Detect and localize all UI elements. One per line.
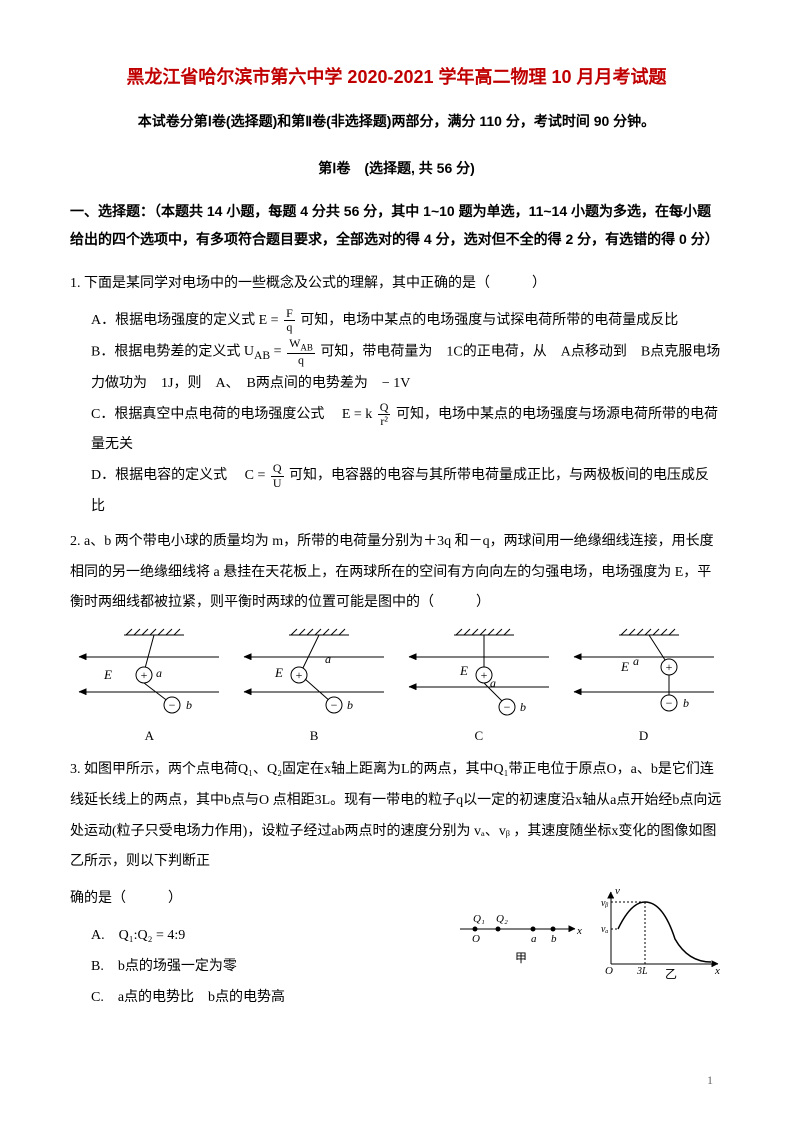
q2-stem: 2. a、b 两个带电小球的质量均为 m，所带的电荷量分别为＋3q 和－q，两球… [70, 527, 723, 619]
numerator: WAB [287, 337, 315, 354]
q3-right: Q₁ Q₂ O a b x 甲 vᵦ vₐ v O 3L [455, 884, 723, 984]
q2-svg-a: + − E a b [74, 627, 224, 722]
yi-label: 乙 [665, 967, 677, 981]
q2-svg-b: + − E a b [239, 627, 389, 722]
q1a-eq-lhs: E = [259, 313, 282, 328]
q1a-pre: A．根据电场强度的定义式 [91, 313, 259, 328]
q3-stem2: 确的是（ ） [70, 884, 445, 915]
q3-option-b: B. b点的场强一定为零 [70, 952, 445, 983]
x-label: x [714, 965, 720, 977]
page-number: 1 [707, 1069, 713, 1092]
section-header: 第Ⅰ卷 (选择题, 共 56 分) [70, 155, 723, 182]
b-label: b [347, 698, 353, 712]
o-label: O [605, 965, 613, 977]
q1c-eq-lhs: E = k [342, 407, 372, 422]
q2-diagram-c: + − E a b C [400, 627, 559, 749]
denominator: q [287, 354, 315, 367]
q3-fig-jia: Q₁ Q₂ O a b x 甲 [455, 884, 585, 974]
q2-label-d: D [564, 724, 723, 749]
q1b-num: W [289, 336, 300, 350]
q1-option-c: C．根据真空中点电荷的电场强度公式 E = k Q r² 可知，电场中某点的电场… [70, 400, 723, 462]
e-label: E [459, 663, 468, 678]
a-label: a [490, 676, 496, 690]
vb-label: vᵦ [601, 898, 608, 909]
numerator: F [284, 307, 295, 321]
b-label: b [551, 933, 557, 945]
q1b-eqm: = [270, 344, 285, 359]
plus-icon: + [141, 668, 148, 682]
q1c-pre: C．根据真空中点电荷的电场强度公式 [91, 407, 338, 422]
q1d-pre: D．根据电容的定义式 [91, 468, 241, 483]
q3-option-c: C. a点的电势比 b点的电势高 [70, 983, 445, 1014]
e-label: E [274, 665, 283, 680]
q3-row: 确的是（ ） A. Q₁:Q₂ = 4:9 B. b点的场强一定为零 C. a点… [70, 884, 723, 1013]
q2-label-b: B [235, 724, 394, 749]
q3-left: 确的是（ ） A. Q₁:Q₂ = 4:9 B. b点的场强一定为零 C. a点… [70, 884, 445, 1013]
q2-diagram-row: + − E a b A + − E a b B [70, 627, 723, 749]
a-label: a [531, 933, 537, 945]
plus-icon: + [296, 668, 303, 682]
denominator: r² [378, 415, 391, 428]
a-label: a [325, 652, 331, 666]
q1b-eq-lhs: UAB = [244, 344, 285, 359]
q1-stem: 1. 下面是某同学对电场中的一些概念及公式的理解，其中正确的是（ ） [70, 269, 723, 300]
q1b-U: U [244, 344, 254, 359]
denominator: q [284, 321, 295, 334]
e-label: E [103, 667, 112, 682]
q2-diagram-d: + − E a b D [564, 627, 723, 749]
fraction-icon: Q U [271, 462, 284, 489]
q2-diagram-a: + − E a b A [70, 627, 229, 749]
minus-icon: − [169, 698, 176, 712]
q3-option-a: A. Q₁:Q₂ = 4:9 [70, 921, 445, 952]
a-label: a [633, 654, 639, 668]
minus-icon: − [331, 698, 338, 712]
numerator: Q [271, 462, 284, 476]
exam-title: 黑龙江省哈尔滨市第六中学 2020-2021 学年高二物理 10 月月考试题 [70, 60, 723, 94]
q3-stem: 3. 如图甲所示，两个点电荷Q₁、Q₂固定在x轴上距离为L的两点，其中Q₁带正电… [70, 755, 723, 878]
denominator: U [271, 477, 284, 490]
b-label: b [186, 698, 192, 712]
jia-label: 甲 [515, 951, 527, 965]
a-label: a [156, 666, 162, 680]
o-label: O [472, 933, 480, 945]
q2-label-c: C [400, 724, 559, 749]
numerator: Q [378, 401, 391, 415]
q1-label: Q₁ [473, 913, 485, 925]
exam-subtitle: 本试卷分第Ⅰ卷(选择题)和第Ⅱ卷(非选择题)两部分，满分 110 分，考试时间 … [70, 108, 723, 135]
plus-icon: + [480, 668, 487, 682]
q2-svg-d: + − E a b [569, 627, 719, 722]
b-label: b [520, 700, 526, 714]
q1d-eq-lhs: C = [245, 468, 269, 483]
plus-icon: + [665, 660, 672, 674]
q1b-numsub: AB [300, 342, 313, 352]
q2-svg-c: + − E a b [404, 627, 554, 722]
va-label: vₐ [601, 924, 608, 935]
q2-diagram-b: + − E a b B [235, 627, 394, 749]
x-label: x [576, 925, 582, 937]
q1a-post: 可知，电场中某点的电场强度与试探电荷所带的电荷量成反比 [300, 313, 678, 328]
b-label: b [683, 696, 689, 710]
q2-label: Q₂ [496, 913, 508, 925]
q1-option-a: A．根据电场强度的定义式 E = F q 可知，电场中某点的电场强度与试探电荷所… [70, 306, 723, 337]
e-label: E [620, 659, 629, 674]
v-label: v [615, 885, 620, 897]
q2-label-a: A [70, 724, 229, 749]
minus-icon: − [503, 700, 510, 714]
3l-label: 3L [636, 966, 648, 977]
q1b-sub: AB [254, 349, 270, 362]
q3-fig-yi: vᵦ vₐ v O 3L x 乙 [593, 884, 723, 984]
minus-icon: − [665, 696, 672, 710]
fraction-icon: WAB q [287, 337, 315, 367]
q1-option-b: B．根据电势差的定义式 UAB = WAB q 可知，带电荷量为 1C的正电荷，… [70, 337, 723, 400]
q1-option-d: D．根据电容的定义式 C = Q U 可知，电容器的电容与其所带电荷量成正比，与… [70, 461, 723, 523]
fraction-icon: Q r² [378, 401, 391, 428]
q1b-pre: B．根据电势差的定义式 [91, 344, 244, 359]
fraction-icon: F q [284, 307, 295, 334]
instructions: 一、选择题：（本题共 14 小题，每题 4 分共 56 分，其中 1~10 题为… [70, 197, 723, 253]
